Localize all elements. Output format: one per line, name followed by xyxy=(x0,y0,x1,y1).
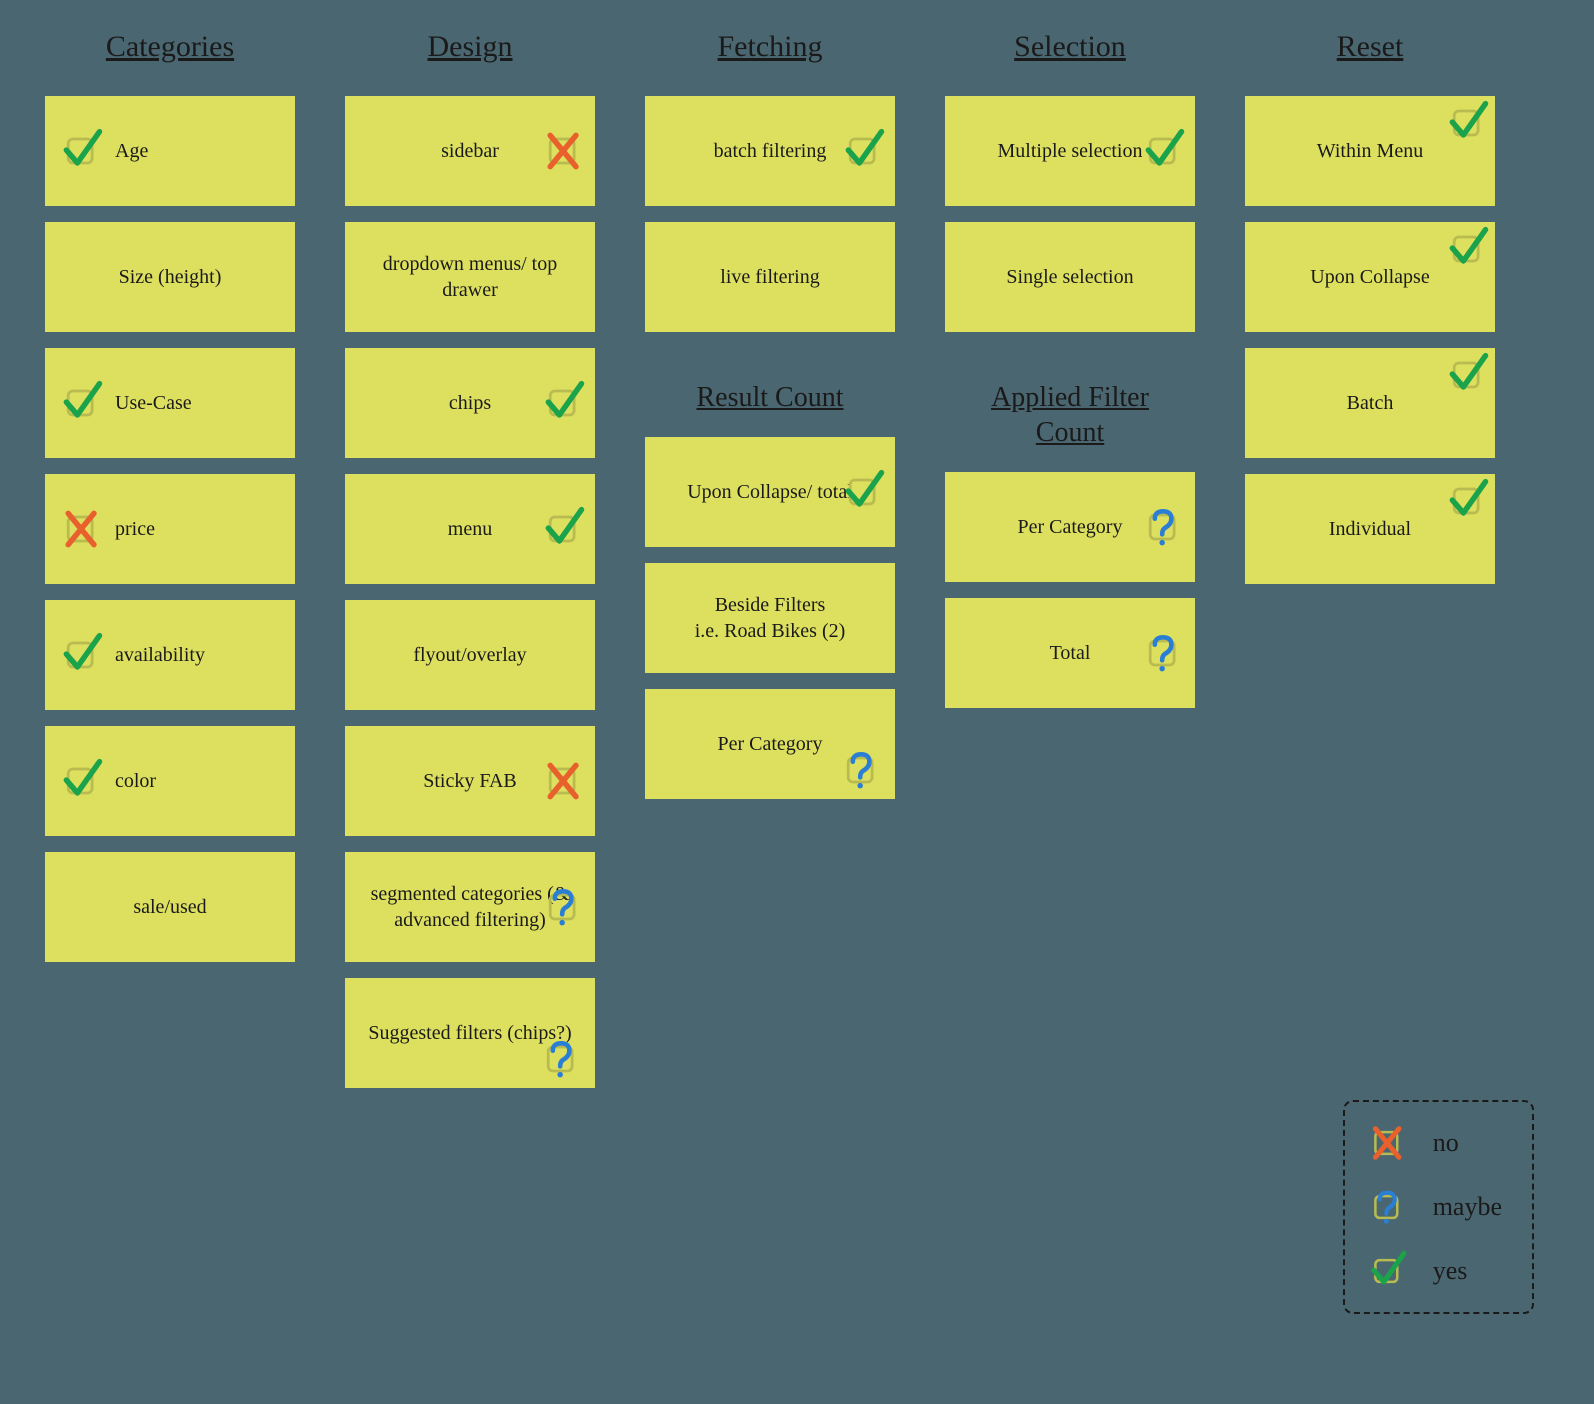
card[interactable]: Sticky FAB xyxy=(345,726,595,836)
maybe-icon xyxy=(539,1036,585,1082)
yes-icon xyxy=(59,380,105,426)
no-icon xyxy=(541,128,587,174)
column-heading: Categories xyxy=(106,30,234,64)
card[interactable]: menu xyxy=(345,474,595,584)
card[interactable]: availability xyxy=(45,600,295,710)
maybe-icon xyxy=(1141,504,1187,550)
no-icon xyxy=(59,506,105,552)
yes-icon xyxy=(59,758,105,804)
yes-icon xyxy=(841,469,887,515)
legend-row-yes: yes xyxy=(1367,1250,1502,1292)
yes-icon xyxy=(1367,1250,1409,1292)
card[interactable]: Individual xyxy=(1245,474,1495,584)
card-label: color xyxy=(115,768,156,794)
column: Reset Within Menu Upon Collapse Batch Indivi… xyxy=(1240,30,1500,592)
card[interactable]: Total xyxy=(945,598,1195,708)
card-label: sale/used xyxy=(133,894,206,920)
legend-row-no: no xyxy=(1367,1122,1502,1164)
card-label: Beside Filters i.e. Road Bikes (2) xyxy=(695,592,846,644)
legend: no maybe yes xyxy=(1343,1100,1534,1314)
card-label: Upon Collapse/ total xyxy=(687,479,853,505)
maybe-icon xyxy=(541,884,587,930)
yes-icon xyxy=(1445,352,1491,398)
column: Categories Age Size (height) Use-Case price a… xyxy=(40,30,300,970)
card[interactable]: segmented categories (& advanced filteri… xyxy=(345,852,595,962)
sub-heading: Applied Filter Count xyxy=(991,380,1149,450)
card[interactable]: Single selection xyxy=(945,222,1195,332)
card-label: Size (height) xyxy=(119,264,222,290)
card-label: live filtering xyxy=(720,264,819,290)
card[interactable]: flyout/overlay xyxy=(345,600,595,710)
card[interactable]: Use-Case xyxy=(45,348,295,458)
card-label: Within Menu xyxy=(1317,138,1423,164)
card[interactable]: Within Menu xyxy=(1245,96,1495,206)
card[interactable]: Batch xyxy=(1245,348,1495,458)
card-label: Total xyxy=(1050,640,1091,666)
legend-label-maybe: maybe xyxy=(1433,1192,1502,1222)
card[interactable]: price xyxy=(45,474,295,584)
yes-icon xyxy=(1445,478,1491,524)
card[interactable]: Per Category xyxy=(945,472,1195,582)
card-label: Per Category xyxy=(718,731,823,757)
legend-label-no: no xyxy=(1433,1128,1459,1158)
card[interactable]: dropdown menus/ top drawer xyxy=(345,222,595,332)
card-label: Individual xyxy=(1329,516,1411,542)
column-heading: Fetching xyxy=(718,30,823,64)
card[interactable]: Age xyxy=(45,96,295,206)
card[interactable]: Per Category xyxy=(645,689,895,799)
card-label: Age xyxy=(115,138,148,164)
maybe-icon xyxy=(839,747,885,793)
card[interactable]: Size (height) xyxy=(45,222,295,332)
no-icon xyxy=(541,758,587,804)
yes-icon xyxy=(541,506,587,552)
column-heading: Design xyxy=(428,30,513,64)
card-label: Upon Collapse xyxy=(1310,264,1429,290)
card-label: dropdown menus/ top drawer xyxy=(363,251,577,303)
board: Categories Age Size (height) Use-Case price a… xyxy=(40,30,1554,1096)
yes-icon xyxy=(541,380,587,426)
yes-icon xyxy=(1141,128,1187,174)
column: Selection Multiple selection Single select… xyxy=(940,30,1200,716)
card-label: Multiple selection xyxy=(998,138,1143,164)
column: Design sidebar dropdown menus/ top drawer c… xyxy=(340,30,600,1096)
yes-icon xyxy=(1445,100,1491,146)
sub-heading: Result Count xyxy=(696,380,843,415)
card[interactable]: live filtering xyxy=(645,222,895,332)
card-label: flyout/overlay xyxy=(413,642,526,668)
card-label: Batch xyxy=(1347,390,1394,416)
yes-icon xyxy=(59,128,105,174)
yes-icon xyxy=(59,632,105,678)
card[interactable]: Upon Collapse xyxy=(1245,222,1495,332)
card[interactable]: sale/used xyxy=(45,852,295,962)
column: Fetching batch filtering live filtering Res… xyxy=(640,30,900,807)
card[interactable]: color xyxy=(45,726,295,836)
maybe-icon xyxy=(1141,630,1187,676)
card[interactable]: Upon Collapse/ total xyxy=(645,437,895,547)
card[interactable]: batch filtering xyxy=(645,96,895,206)
card[interactable]: sidebar xyxy=(345,96,595,206)
card-label: price xyxy=(115,516,155,542)
yes-icon xyxy=(841,128,887,174)
card[interactable]: Multiple selection xyxy=(945,96,1195,206)
card-label: batch filtering xyxy=(714,138,827,164)
card[interactable]: chips xyxy=(345,348,595,458)
card-label: sidebar xyxy=(441,138,499,164)
card-label: Use-Case xyxy=(115,390,192,416)
legend-row-maybe: maybe xyxy=(1367,1186,1502,1228)
column-heading: Selection xyxy=(1014,30,1126,64)
card-label: chips xyxy=(449,390,491,416)
column-heading: Reset xyxy=(1337,30,1404,64)
card-label: Sticky FAB xyxy=(423,768,517,794)
card-label: Per Category xyxy=(1018,514,1123,540)
no-icon xyxy=(1367,1122,1409,1164)
maybe-icon xyxy=(1367,1186,1409,1228)
card[interactable]: Beside Filters i.e. Road Bikes (2) xyxy=(645,563,895,673)
legend-label-yes: yes xyxy=(1433,1256,1468,1286)
card-label: Single selection xyxy=(1006,264,1133,290)
yes-icon xyxy=(1445,226,1491,272)
card-label: menu xyxy=(448,516,492,542)
card[interactable]: Suggested filters (chips?) xyxy=(345,978,595,1088)
card-label: availability xyxy=(115,642,205,668)
